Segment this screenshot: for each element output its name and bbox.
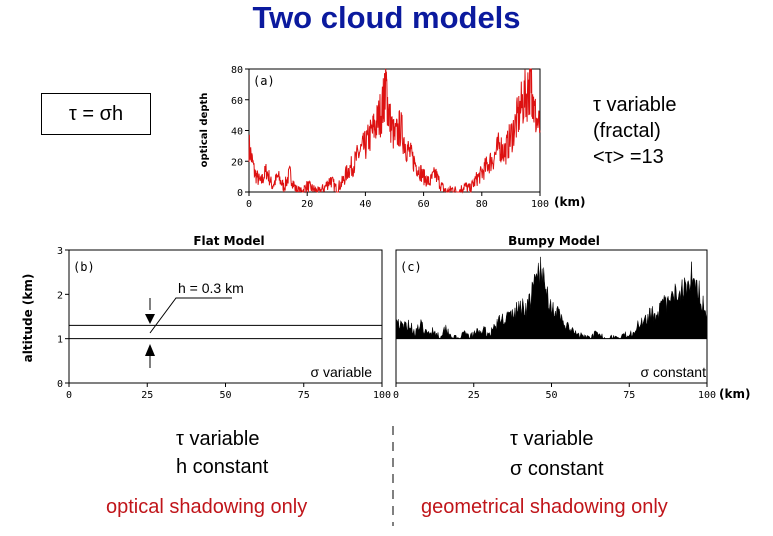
optical-depth-series <box>248 68 541 194</box>
y-tick-label: 0 <box>237 188 243 199</box>
x-tick-label: 100 <box>531 199 549 210</box>
x-tick-label: 25 <box>141 390 153 401</box>
x-tick-label: 0 <box>66 390 72 401</box>
panel-a-ylabel: optical depth <box>199 93 210 168</box>
panel-a-xunit: (km) <box>554 195 585 209</box>
x-tick-label: 75 <box>298 390 310 401</box>
page-title: Two cloud models <box>252 0 521 35</box>
x-tick-label: 60 <box>418 199 430 210</box>
x-tick-label: 25 <box>468 390 480 401</box>
x-tick-label: 100 <box>373 390 391 401</box>
formula-box: τ = σh <box>41 93 151 135</box>
upper-arrow-head <box>145 314 155 324</box>
x-tick-label: 100 <box>698 390 716 401</box>
panel-c-label: (c) <box>400 260 422 274</box>
optical-depth-chart: 0 20 40 60 80 100 0 20 40 60 80 (a) (km) optical d… <box>199 65 585 210</box>
right-tau-variable: τ variable <box>510 428 594 450</box>
tau-variable-note: τ variable <box>593 94 677 116</box>
y-tick-label: 60 <box>231 96 243 107</box>
bumpy-cloud-area <box>395 256 708 340</box>
lower-arrow-head <box>145 344 155 356</box>
optical-shadowing-caption: optical shadowing only <box>106 496 308 518</box>
panel-c-xunit: (km) <box>719 387 750 401</box>
mean-tau-note: <τ> =13 <box>593 146 664 168</box>
thickness-annotation: h = 0.3 km <box>178 280 244 296</box>
flat-model-chart: Flat Model 0 25 50 75 100 0 1 2 3 h = 0.3 km (b)… <box>21 234 391 401</box>
y-tick-label: 20 <box>231 157 243 168</box>
x-tick-label: 50 <box>545 390 557 401</box>
flat-model-title: Flat Model <box>193 234 264 248</box>
bumpy-model-title: Bumpy Model <box>508 234 600 248</box>
x-tick-label: 40 <box>359 199 371 210</box>
x-tick-label: 0 <box>393 390 399 401</box>
y-tick-label: 40 <box>231 127 243 138</box>
y-tick-label: 0 <box>57 379 63 390</box>
bumpy-model-chart: Bumpy Model 0 25 50 75 100 (c) σ constant (k… <box>393 234 750 401</box>
x-tick-label: 80 <box>476 199 488 210</box>
formula-text: τ = σh <box>68 102 124 125</box>
x-tick-label: 50 <box>219 390 231 401</box>
annotation-leader <box>149 297 232 334</box>
x-tick-label: 20 <box>301 199 313 210</box>
y-tick-label: 1 <box>57 335 63 346</box>
left-h-constant: h constant <box>176 456 269 478</box>
sigma-constant-note: σ constant <box>641 364 707 380</box>
panel-b-label: (b) <box>73 260 95 274</box>
panel-a-label: (a) <box>253 74 275 88</box>
y-tick-label: 80 <box>231 65 243 76</box>
altitude-axis-label: altitude (km) <box>21 274 35 363</box>
left-tau-variable: τ variable <box>176 428 260 450</box>
y-tick-label: 2 <box>57 290 63 301</box>
right-sigma-constant: σ constant <box>510 458 604 480</box>
sigma-variable-note: σ variable <box>310 364 372 380</box>
x-tick-label: 0 <box>246 199 252 210</box>
fractal-note: (fractal) <box>593 120 661 142</box>
y-tick-label: 3 <box>57 246 63 257</box>
x-tick-label: 75 <box>623 390 635 401</box>
geometrical-shadowing-caption: geometrical shadowing only <box>421 496 668 518</box>
